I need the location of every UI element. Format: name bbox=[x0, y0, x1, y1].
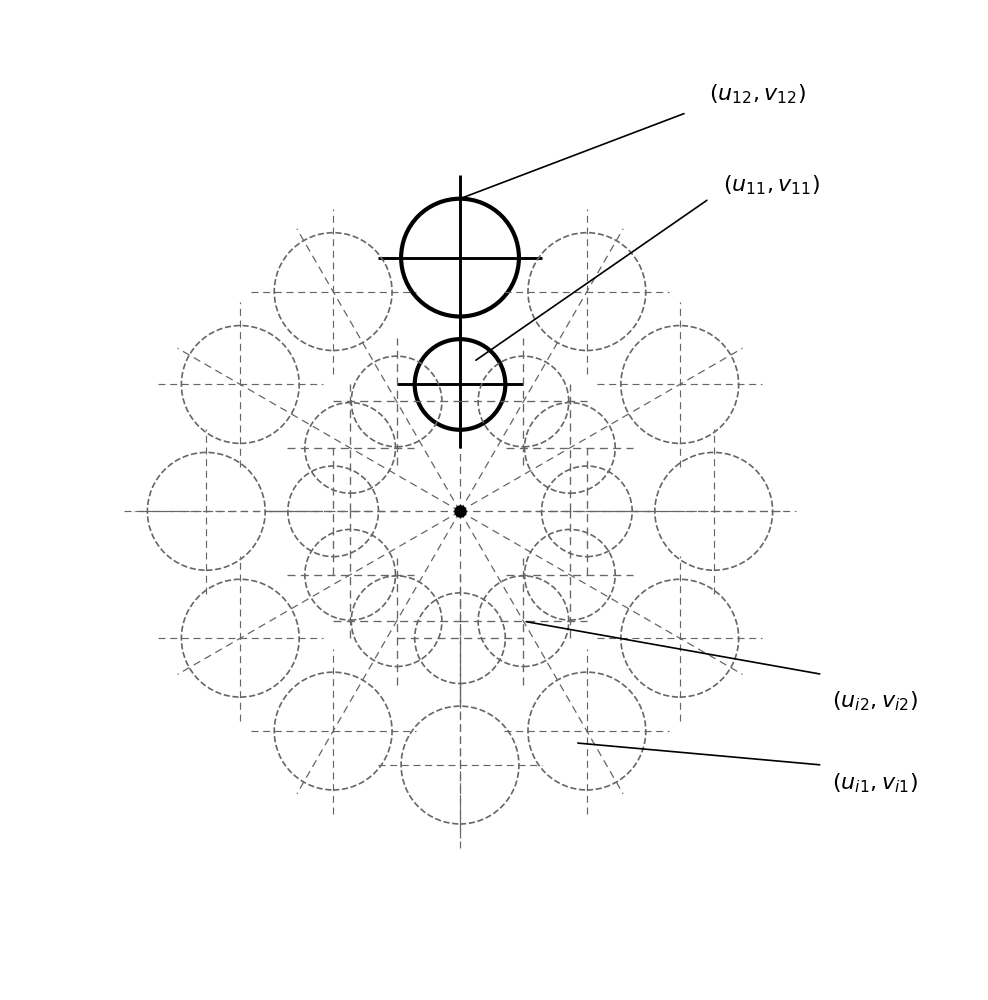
Text: $(u_{i2},v_{i2})$: $(u_{i2},v_{i2})$ bbox=[832, 690, 917, 713]
Text: $(u_{12},v_{12})$: $(u_{12},v_{12})$ bbox=[709, 83, 806, 106]
Text: $(u_{i1},v_{i1})$: $(u_{i1},v_{i1})$ bbox=[832, 771, 917, 795]
Text: $(u_{11},v_{11})$: $(u_{11},v_{11})$ bbox=[723, 173, 820, 197]
